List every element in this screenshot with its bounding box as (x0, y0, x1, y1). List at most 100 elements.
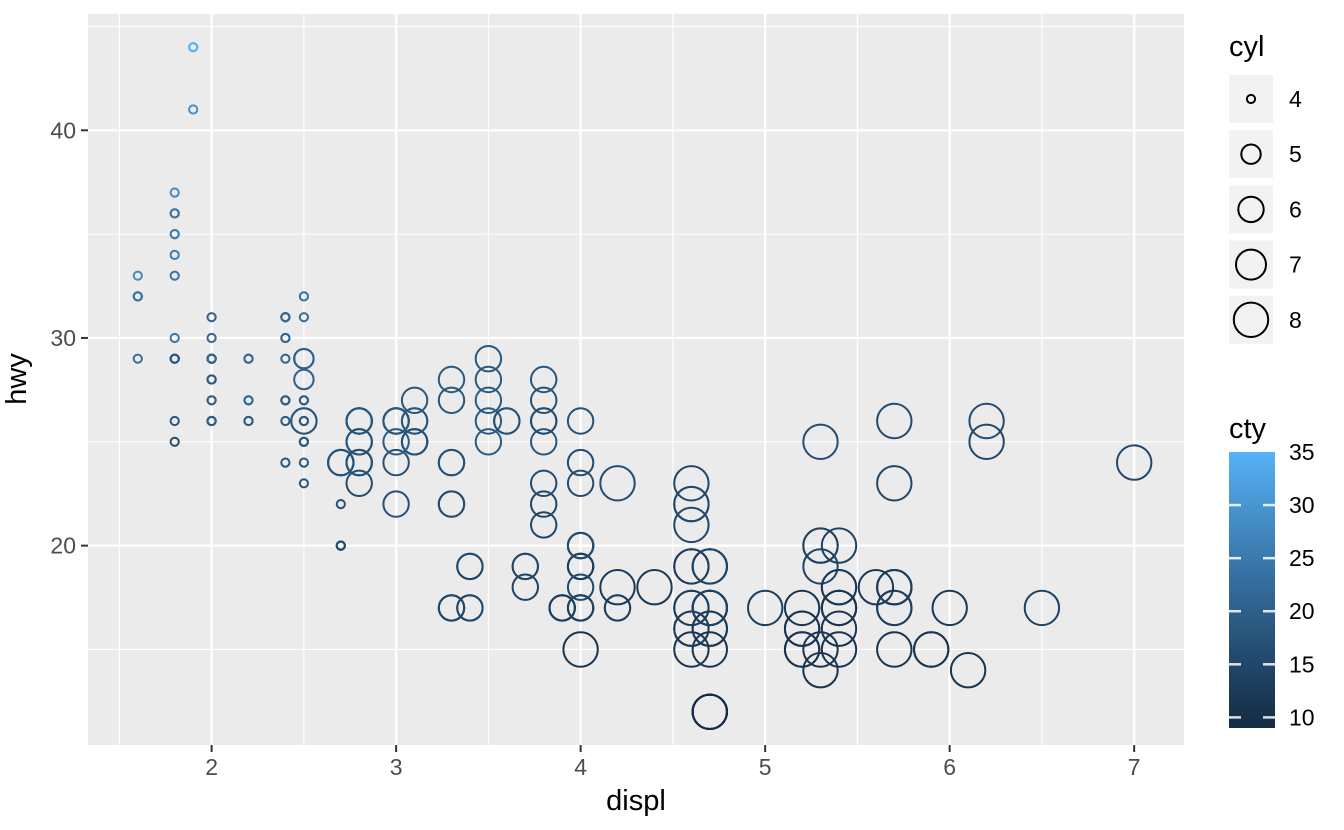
data-point (280, 353, 291, 364)
data-point (169, 436, 180, 447)
data-point (206, 332, 217, 344)
data-point (345, 469, 373, 497)
data-point (511, 573, 539, 601)
data-point (206, 353, 217, 364)
x-tick-label: 7 (1128, 754, 1141, 780)
data-point (673, 465, 710, 502)
data-point (691, 548, 728, 585)
colorbar-label: 15 (1289, 651, 1315, 677)
data-point (783, 589, 821, 627)
data-point (132, 353, 143, 364)
data-point (400, 407, 429, 435)
axes-layer: 2 3 4 5 6 7 20 30 40 (50, 117, 1140, 780)
data-point (243, 415, 254, 427)
data-point (820, 610, 858, 647)
data-point (876, 589, 913, 627)
data-point (1023, 589, 1061, 627)
data-point (802, 631, 839, 668)
data-point (673, 548, 710, 585)
legend-key-glyph (1232, 301, 1270, 338)
data-point (820, 589, 858, 627)
data-point (206, 374, 217, 385)
data-point (566, 531, 595, 560)
data-point (876, 402, 913, 440)
data-point (474, 386, 503, 414)
data-point (876, 631, 913, 668)
data-point (474, 428, 503, 456)
colorbar-label: 25 (1289, 545, 1315, 571)
legend-key (1229, 295, 1273, 344)
data-point (968, 402, 1005, 440)
data-point (802, 548, 839, 585)
data-point (206, 415, 217, 427)
data-point (691, 631, 728, 668)
data-point (566, 573, 595, 601)
data-point (400, 386, 429, 414)
data-point (566, 469, 595, 497)
legend-key (1229, 130, 1273, 179)
y-tick-label: 30 (50, 325, 76, 351)
data-point (820, 631, 858, 668)
data-point (437, 490, 466, 518)
data-point (169, 208, 180, 219)
data-point (345, 448, 373, 477)
data-point (530, 469, 558, 497)
data-point (280, 395, 291, 406)
y-tick-label: 20 (50, 533, 76, 559)
data-point (802, 527, 839, 564)
data-point (530, 386, 558, 414)
data-point (243, 395, 254, 406)
legend-key-label: 4 (1289, 86, 1302, 112)
data-point (1116, 444, 1153, 481)
data-point (382, 407, 410, 435)
data-point (802, 423, 839, 460)
data-point (820, 527, 858, 564)
data-point (566, 552, 595, 581)
color-legend-title: cty (1229, 413, 1267, 445)
x-tick-label: 2 (205, 754, 218, 780)
data-point (437, 448, 466, 477)
panel-background (88, 14, 1184, 745)
data-point (169, 353, 180, 364)
data-point (327, 448, 355, 477)
data-point (530, 511, 558, 539)
x-tick-label: 6 (943, 754, 956, 780)
data-point (673, 506, 710, 544)
data-point (400, 428, 429, 456)
data-point (673, 610, 710, 647)
size-legend-title: cyl (1229, 31, 1264, 63)
legend-key-glyph (1237, 195, 1265, 224)
data-point (673, 589, 710, 627)
data-point (132, 291, 143, 302)
data-point (691, 610, 728, 647)
data-point (783, 631, 821, 668)
legend-key (1229, 75, 1273, 123)
data-point (493, 407, 521, 435)
legend-key-label: 8 (1289, 307, 1302, 333)
data-point (949, 652, 987, 689)
data-point (298, 395, 309, 406)
data-point (298, 415, 309, 427)
data-point (599, 465, 636, 502)
data-point (298, 312, 309, 323)
data-point (437, 365, 466, 394)
data-point (243, 353, 254, 364)
legend-key-glyph (1235, 248, 1267, 281)
data-point (206, 312, 217, 323)
data-point (566, 448, 595, 477)
legend-layer: 4 5 6 7 8 35 30 25 20 15 10 (1229, 75, 1315, 730)
data-point (335, 499, 346, 510)
data-point (802, 652, 839, 689)
data-point (474, 407, 503, 435)
data-point (345, 428, 373, 456)
data-point (530, 490, 558, 518)
data-point (290, 407, 318, 435)
data-point (456, 552, 484, 581)
x-tick-label: 5 (759, 754, 772, 780)
data-point (603, 594, 632, 622)
plot-panel (88, 14, 1184, 745)
data-point (548, 594, 576, 622)
colorbar-label: 20 (1289, 598, 1315, 624)
data-point (206, 395, 217, 406)
data-point (169, 415, 180, 427)
